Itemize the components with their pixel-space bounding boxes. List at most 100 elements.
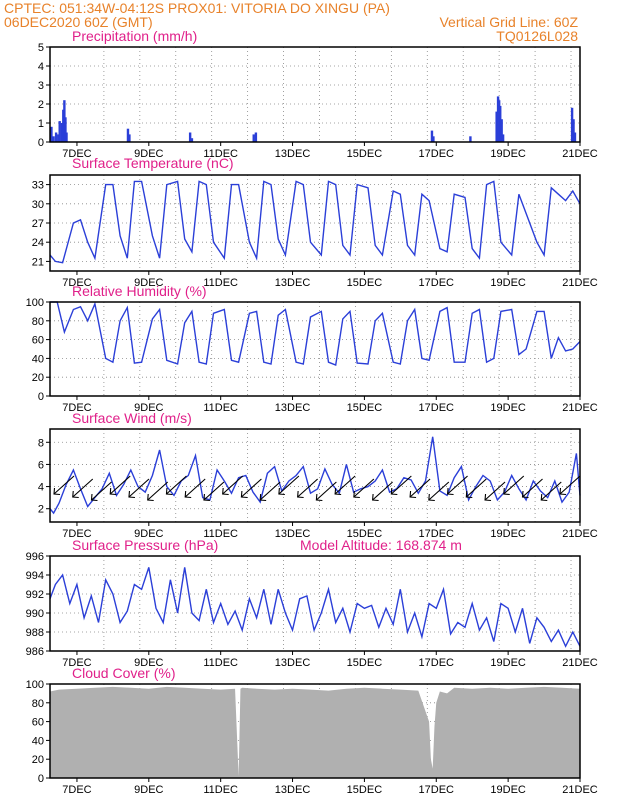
wind-arrow-head — [128, 490, 136, 499]
wind-arrow-head — [465, 490, 473, 499]
x-tick-label: 11DEC — [203, 402, 238, 414]
panel-title: Surface Temperature (nC) — [72, 155, 234, 171]
precip-bar — [64, 117, 67, 142]
wind-arrow-head — [278, 487, 285, 496]
y-tick-label: 40 — [32, 353, 44, 365]
y-tick-label: 8 — [38, 437, 44, 449]
x-tick-label: 15DEC — [347, 784, 383, 796]
wind-arrow-head — [334, 487, 342, 496]
wind-arrow — [147, 481, 169, 501]
wind-arrow — [428, 481, 450, 501]
y-tick-label: 2 — [38, 99, 44, 111]
precip-bar — [57, 134, 60, 142]
header-grid-note: Vertical Grid Line: 60Z — [439, 14, 578, 30]
cloud-cover-panel: Cloud Cover (%) 7DEC 9DEC 11DEC 13DEC 15DEC 17… — [26, 665, 598, 796]
x-tick-label: 13DEC — [275, 784, 311, 796]
wind-arrow-head — [147, 493, 154, 502]
y-tick-label: 24 — [32, 237, 44, 249]
y-tick-label: 994 — [26, 570, 44, 582]
precip-bar — [128, 134, 131, 142]
panel-frame — [49, 46, 581, 143]
x-tick-label: 15DEC — [347, 528, 383, 540]
y-tick-label: 40 — [32, 735, 44, 747]
y-tick-label: 0 — [38, 391, 44, 403]
panel-title: Cloud Cover (%) — [72, 665, 175, 681]
wind-arrow — [334, 475, 356, 495]
x-tick-label: 21DEC — [562, 784, 598, 796]
x-tick-label: 19DEC — [490, 528, 526, 540]
x-tick-label: 7DEC — [62, 277, 91, 289]
x-tick-label: 21DEC — [562, 402, 598, 414]
wind-arrow-head — [484, 493, 492, 502]
wind-arrow-head — [521, 490, 529, 499]
series-line — [49, 436, 581, 515]
wind-arrow — [522, 478, 543, 498]
precip-bar — [50, 126, 53, 142]
y-tick-label: 4 — [38, 482, 44, 494]
wind-arrow-head — [109, 487, 117, 496]
y-tick-label: 986 — [26, 646, 44, 658]
wind-arrow-head — [371, 493, 379, 502]
x-tick-label: 7DEC — [62, 528, 91, 540]
wind-arrow — [540, 481, 562, 501]
panel-frame — [49, 555, 581, 652]
wind-arrow — [465, 478, 487, 498]
wind-arrow-head — [503, 487, 510, 496]
y-tick-label: 990 — [26, 608, 44, 620]
header-run-time: 06DEC2020 60Z (GMT) — [4, 14, 153, 30]
x-tick-label: 7DEC — [62, 402, 91, 414]
wind-arrow-head — [315, 493, 323, 502]
y-tick-label: 80 — [32, 316, 44, 328]
y-tick-label: 992 — [26, 589, 44, 601]
wind-arrow — [316, 481, 337, 501]
wind-arrow — [278, 475, 300, 495]
wind-arrow-head — [222, 487, 229, 496]
precip-bar — [252, 134, 255, 142]
precip-bar — [126, 128, 130, 142]
y-tick-label: 20 — [32, 754, 44, 766]
x-tick-label: 21DEC — [562, 277, 598, 289]
wind-arrow-head — [428, 493, 435, 502]
x-tick-label: 19DEC — [490, 402, 526, 414]
precip-bar — [430, 130, 434, 142]
wind-arrow — [259, 481, 281, 501]
x-tick-label: 19DEC — [490, 277, 526, 289]
precip-bar — [570, 107, 574, 142]
wind-arrow — [447, 475, 468, 495]
wind-arrow — [390, 475, 412, 495]
panel-title: Surface Pressure (hPa) — [72, 537, 218, 553]
panel-frame — [49, 301, 581, 397]
x-tick-label: 15DEC — [347, 402, 383, 414]
cloud-cover-area — [50, 686, 580, 778]
x-tick-label: 15DEC — [347, 277, 383, 289]
precip-bar — [573, 132, 577, 142]
x-tick-label: 17DEC — [419, 528, 455, 540]
wind-arrow-head — [240, 490, 248, 499]
header-station-line: CPTEC: 051:34W-04:12S PROX01: VITORIA DO… — [4, 0, 390, 16]
x-tick-label: 11DEC — [203, 784, 238, 796]
wind-arrow — [222, 475, 244, 495]
wind-arrow-head — [72, 490, 79, 499]
wind-arrow-head — [53, 487, 61, 496]
x-tick-label: 11DEC — [203, 277, 238, 289]
wind-arrow — [241, 478, 262, 498]
y-tick-label: 100 — [26, 679, 44, 691]
wind-arrow — [353, 478, 375, 498]
wind-arrow — [184, 478, 206, 498]
x-tick-label: 19DEC — [490, 148, 526, 160]
wind-arrow-head — [259, 493, 267, 502]
y-tick-label: 80 — [32, 698, 44, 710]
panel-frame — [49, 174, 581, 272]
wind-arrow-head — [203, 493, 210, 502]
x-tick-label: 13DEC — [275, 528, 311, 540]
panel-frame — [49, 683, 581, 779]
precip-bar — [469, 136, 472, 142]
y-tick-label: 988 — [26, 627, 44, 639]
x-tick-label: 21DEC — [562, 657, 598, 669]
precip-bar — [190, 138, 194, 142]
header-model-id: TQ0126L028 — [496, 28, 578, 44]
x-tick-label: 9DEC — [134, 402, 163, 414]
wind-arrow-head — [446, 487, 454, 496]
y-tick-label: 4 — [38, 61, 44, 73]
y-tick-label: 6 — [38, 459, 44, 471]
